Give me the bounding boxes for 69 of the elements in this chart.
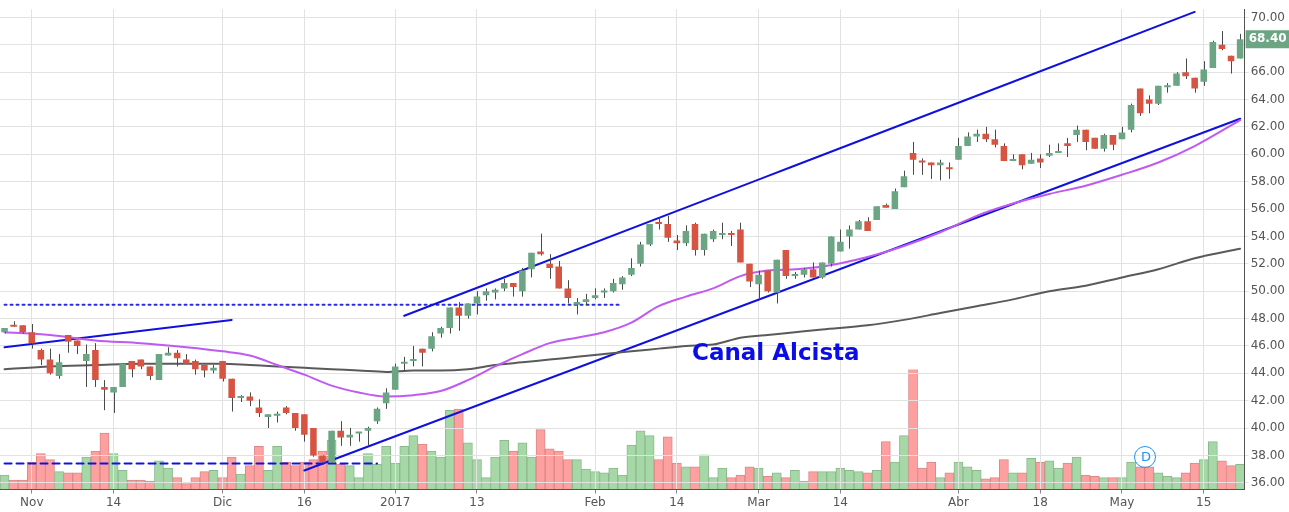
x-tick-label: 13 <box>469 494 485 509</box>
candlestick <box>391 363 399 391</box>
candlestick <box>519 267 526 298</box>
candlestick <box>110 386 117 414</box>
candlestick <box>301 413 308 443</box>
annotation: Canal Alcista <box>692 338 860 365</box>
candlestick <box>537 233 544 257</box>
x-tick-label: 14 <box>669 494 685 509</box>
candlestick <box>846 224 853 250</box>
candlestick <box>428 331 435 352</box>
candlestick <box>955 137 962 161</box>
candlestick <box>546 253 553 280</box>
y-tick-label: 54.00 <box>1250 228 1286 243</box>
candlestick <box>355 431 363 443</box>
y-tick-label: 48.00 <box>1250 310 1286 325</box>
candlestick <box>446 307 453 335</box>
candlestick <box>937 159 944 181</box>
y-tick-label: 58.00 <box>1250 173 1286 188</box>
y-tick-label: 52.00 <box>1250 255 1286 270</box>
candlestick <box>1182 57 1189 80</box>
candlestick <box>55 353 63 380</box>
y-tick-label: 40.00 <box>1250 420 1286 435</box>
candlestick <box>410 345 417 367</box>
candlestick <box>83 344 90 388</box>
annotation: D <box>1140 449 1152 465</box>
x-tick-label: Abr <box>948 494 969 509</box>
y-tick-label: 70.00 <box>1250 9 1286 24</box>
x-tick-label: Nov <box>20 494 44 509</box>
y-tick-label: 44.00 <box>1250 365 1286 380</box>
candlestick <box>646 223 653 247</box>
x-tick-label: May <box>1109 494 1135 509</box>
candlestick <box>364 426 372 447</box>
annotation: 68.40 <box>1248 31 1287 46</box>
y-tick-label: 56.00 <box>1250 201 1286 216</box>
x-tick-label: 18 <box>1032 494 1048 509</box>
candlestick <box>228 378 235 413</box>
x-tick-label: Dic <box>213 494 233 509</box>
x-tick-label: 16 <box>296 494 312 509</box>
x-tick-label: 14 <box>832 494 848 509</box>
y-tick-label: 60.00 <box>1250 146 1286 161</box>
candlestick <box>382 387 390 410</box>
candlestick <box>1200 60 1208 87</box>
y-tick-label: 46.00 <box>1250 338 1286 353</box>
candlestick <box>1064 137 1071 158</box>
candlestick <box>655 216 662 231</box>
y-tick-label: 50.00 <box>1250 283 1286 298</box>
candlestick <box>946 161 953 180</box>
y-tick-label: 42.00 <box>1250 392 1286 407</box>
candlestick <box>28 323 36 350</box>
y-tick-label: 62.00 <box>1250 119 1286 134</box>
candlestick <box>664 215 672 243</box>
candlestick <box>637 241 644 268</box>
candlestick <box>101 379 108 411</box>
candlestick <box>909 141 917 176</box>
candlestick <box>528 252 535 278</box>
y-tick-label: 36.00 <box>1250 474 1286 489</box>
x-tick-label: 2017 <box>379 494 411 509</box>
y-tick-label: 66.00 <box>1250 64 1286 79</box>
candlestick <box>755 270 762 299</box>
x-tick-label: Feb <box>584 494 606 509</box>
candlestick <box>564 279 572 304</box>
candlestick <box>918 157 926 176</box>
x-tick-label: 14 <box>105 494 122 509</box>
y-tick-label: 64.00 <box>1250 91 1286 106</box>
x-tick-label: 15 <box>1196 494 1212 509</box>
candlestick <box>555 260 562 289</box>
x-tick-label: Mar <box>747 494 770 509</box>
y-tick-label: 38.00 <box>1250 447 1286 462</box>
candlestick <box>337 420 344 447</box>
